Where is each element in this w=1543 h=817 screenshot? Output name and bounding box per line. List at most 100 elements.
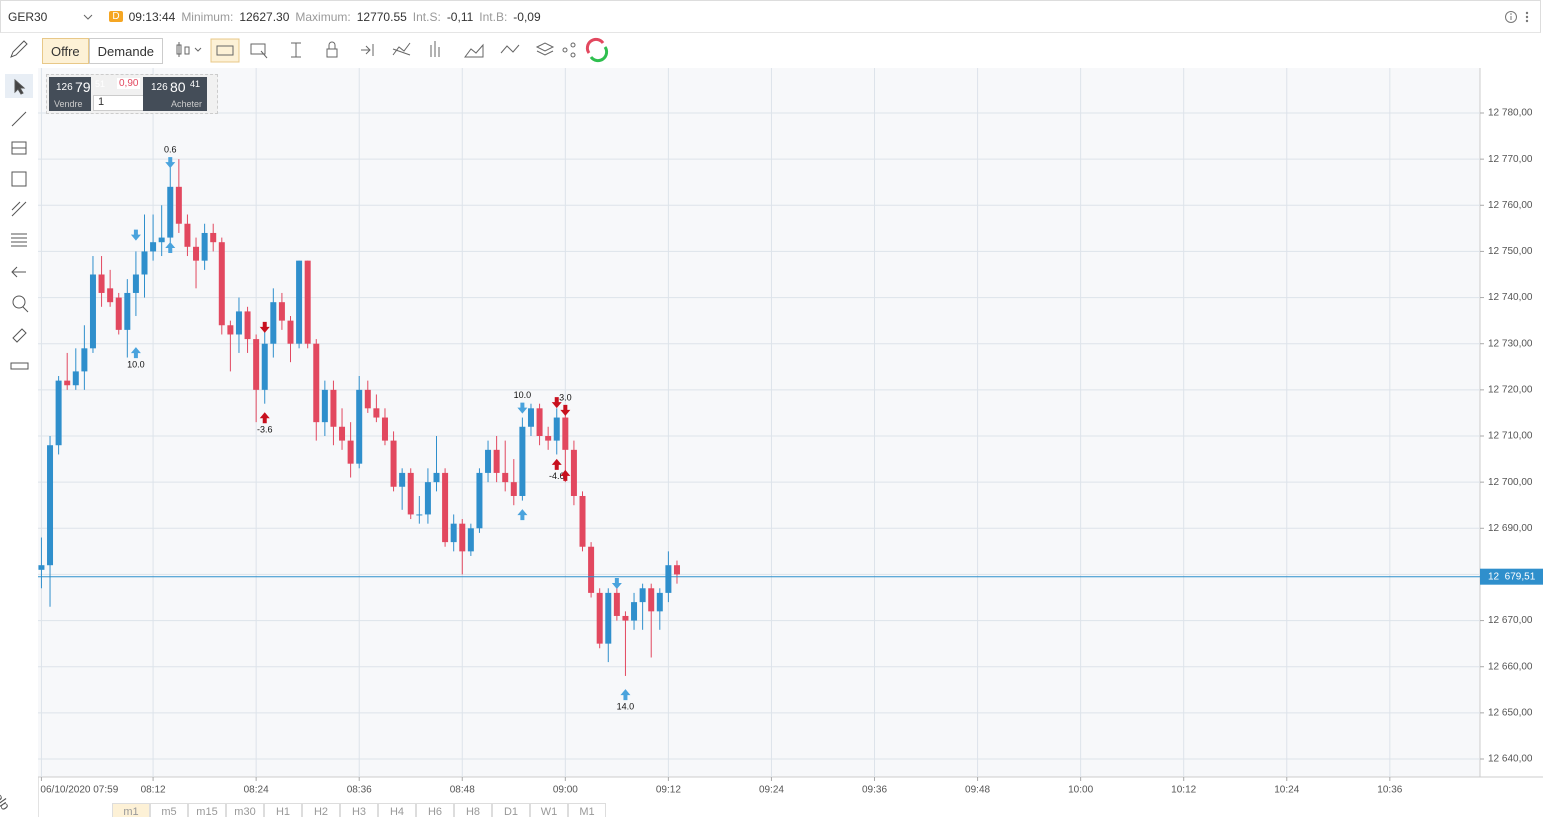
candle-body [64,380,71,386]
candle-body [442,472,449,543]
timeframe-tab[interactable]: m15 [188,803,226,817]
candle-body [107,288,114,303]
sell-box[interactable]: 126 79 51 Vendre [49,77,105,111]
candle-body [656,592,663,612]
intb-label: Int.B: [479,9,508,24]
x-tick-label: 08:36 [347,785,372,796]
x-tick-label: 08:48 [450,785,475,796]
timeframe-tab[interactable]: H8 [454,803,492,817]
candle-body [588,546,595,593]
candle-body [55,380,62,446]
time: 09:13:44 [128,9,176,24]
candle-body [364,389,371,409]
candle-body [416,514,423,516]
candle-body [356,389,363,464]
candle-body [47,445,54,566]
candle-body [450,523,457,543]
candle-body [72,371,79,386]
candle-body [296,260,303,344]
badge: D [109,11,123,22]
timeframe-tab[interactable]: m30 [226,803,264,817]
candle-body [605,592,612,644]
min-label: Minimum: [181,9,234,24]
info-menu[interactable] [1504,10,1534,24]
candle-body [631,602,638,621]
trade-marker [130,229,141,241]
timeframe-tab[interactable]: D1 [492,803,530,817]
pencil-tool[interactable] [0,33,38,68]
tool-icons [176,38,576,63]
plot-background [38,68,1480,777]
candle-body [261,343,268,390]
timeframe-tab[interactable]: H3 [340,803,378,817]
candle-body [622,615,629,621]
candle-body [493,449,500,473]
ask-button[interactable]: Demande [88,37,164,64]
symbol[interactable]: GER30 [8,9,48,24]
candle-body [270,302,277,344]
spread: 0,90 [117,78,141,89]
x-tick-label: 08:12 [141,785,166,796]
trade-label: 0.6 [164,145,177,155]
min: 12627.30 [239,9,290,24]
x-tick-label: 06/10/2020 07:59 [40,785,118,796]
candle-body [510,482,517,496]
candle-body [124,292,131,330]
candle-body [545,435,552,441]
y-tick-label: 12 770,00 [1488,154,1533,165]
candle-body [596,592,603,644]
candle-body [665,565,672,593]
refresh[interactable] [583,33,613,68]
candle-body [115,297,122,330]
timeframe-tab[interactable]: H6 [416,803,454,817]
trade-marker [259,321,270,333]
trade-marker [165,157,176,169]
candle-body [193,246,200,261]
candle-body [390,440,397,487]
candle-body [287,320,294,344]
trade-marker [611,577,622,589]
x-tick-label: 09:12 [656,785,681,796]
timeframe-tab[interactable]: H4 [378,803,416,817]
timeframe-tab[interactable]: H2 [302,803,340,817]
trade-marker [517,402,528,414]
bid-button[interactable]: Offre [42,37,89,64]
symbol-dropdown[interactable] [83,13,93,21]
candle-body [373,408,380,418]
candle-body [613,592,620,616]
candle-body [158,237,165,243]
y-tick-label: 12 640,00 [1488,754,1533,765]
x-tick-label: 09:48 [965,785,990,796]
candle-body [639,588,646,603]
candle-body [175,186,182,224]
timeframe-tab[interactable]: m5 [150,803,188,817]
timeframe-tab[interactable]: m1 [112,803,150,817]
candle-body [562,417,569,450]
y-tick-label: 12 720,00 [1488,384,1533,395]
timeframe-tab[interactable]: H1 [264,803,302,817]
candle-body [527,408,534,427]
y-tick-label: 12 650,00 [1488,708,1533,719]
candle-body [141,251,148,275]
timeframe-tab[interactable]: M1 [568,803,606,817]
candle-body [433,472,440,483]
x-tick-label: 09:24 [759,785,784,796]
max-label: Maximum: [295,9,351,24]
x-tick-label: 10:36 [1377,785,1402,796]
trade-marker [560,469,571,481]
candle-body [485,449,492,473]
y-tick-label: 12 690,00 [1488,523,1533,534]
buy-label: Acheter [171,99,203,109]
y-tick-label: 12 740,00 [1488,292,1533,303]
trade-label: -3.6 [257,425,273,435]
candle-body [519,426,526,496]
candle-body [381,417,388,441]
buy-box[interactable]: 126 80 41 Acheter [143,77,207,111]
y-tick-label: 12 750,00 [1488,246,1533,257]
timeframe-tab[interactable]: W1 [530,803,568,817]
trade-marker [259,412,270,424]
y-tick-label: 12 760,00 [1488,200,1533,211]
x-tick-label: 09:00 [553,785,578,796]
